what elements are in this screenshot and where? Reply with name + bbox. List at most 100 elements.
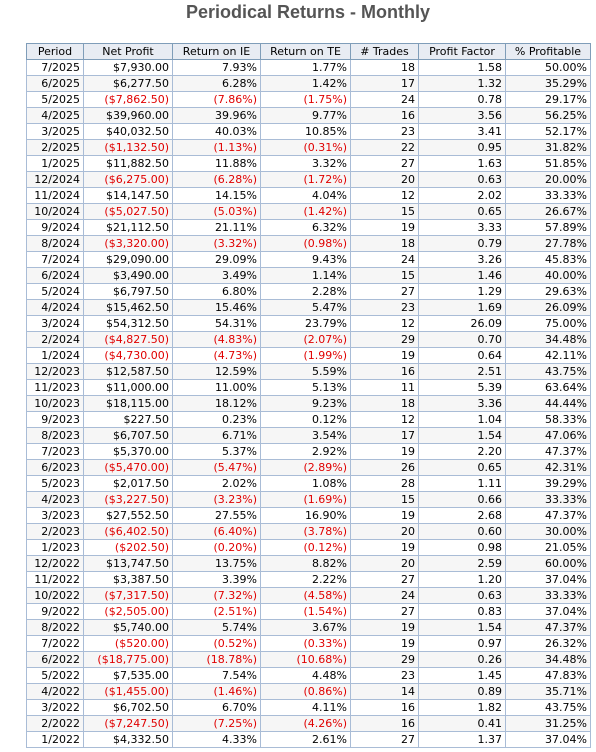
table-cell: 23.79%	[260, 315, 351, 332]
column-header: Profit Factor	[418, 43, 506, 60]
table-cell: (7.32%)	[172, 587, 261, 604]
table-row: 3/2024 $54,312.50 54.31% 23.79% 12 26.09 75.00…	[26, 315, 591, 332]
table-cell: 16	[350, 363, 419, 380]
column-header: # Trades	[350, 43, 419, 60]
table-cell: 12/2024	[26, 171, 84, 188]
table-cell: 57.89%	[505, 219, 591, 236]
table-cell: 3/2022	[26, 699, 84, 716]
table-cell: (10.68%)	[260, 651, 351, 668]
table-cell: (1.99%)	[260, 347, 351, 364]
table-cell: 20	[350, 171, 419, 188]
table-cell: (1.13%)	[172, 139, 261, 156]
table-cell: 5.47%	[260, 299, 351, 316]
table-cell: (2.51%)	[172, 603, 261, 620]
table-cell: 7.54%	[172, 667, 261, 684]
table-cell: 3.39%	[172, 571, 261, 588]
table-cell: 2/2022	[26, 715, 84, 732]
table-cell: 10.85%	[260, 123, 351, 140]
table-cell: 63.64%	[505, 379, 591, 396]
table-cell: 0.97	[418, 635, 506, 652]
table-cell: 1.42%	[260, 75, 351, 92]
table-cell: 4/2022	[26, 683, 84, 700]
table-cell: ($7,317.50)	[83, 587, 173, 604]
table-cell: 2.92%	[260, 443, 351, 460]
table-row: 12/2022 $13,747.50 13.75% 8.82% 20 2.59 60.00%	[26, 555, 591, 572]
header-row: Period Net Profit Return on IE Return on TE…	[26, 43, 591, 60]
table-cell: (4.58%)	[260, 587, 351, 604]
table-cell: (7.25%)	[172, 715, 261, 732]
table-cell: 4.11%	[260, 699, 351, 716]
table-cell: 12	[350, 187, 419, 204]
table-cell: 45.83%	[505, 251, 591, 268]
table-cell: 5/2023	[26, 475, 84, 492]
table-cell: 1.77%	[260, 59, 351, 76]
table-cell: (2.89%)	[260, 459, 351, 476]
table-row: 9/2023 $227.50 0.23% 0.12% 12 1.04 58.33%	[26, 411, 591, 428]
table-cell: (0.31%)	[260, 139, 351, 156]
table-cell: 19	[350, 443, 419, 460]
table-cell: 10/2022	[26, 587, 84, 604]
table-cell: 2.20	[418, 443, 506, 460]
table-cell: $6,707.50	[83, 427, 173, 444]
table-cell: 56.25%	[505, 107, 591, 124]
table-cell: (6.28%)	[172, 171, 261, 188]
table-cell: 6/2023	[26, 459, 84, 476]
table-cell: 40.00%	[505, 267, 591, 284]
table-cell: 4/2025	[26, 107, 84, 124]
table-cell: ($520.00)	[83, 635, 173, 652]
table-cell: (0.98%)	[260, 235, 351, 252]
table-cell: 2/2023	[26, 523, 84, 540]
table-row: 5/2025 ($7,862.50) (7.86%) (1.75%) 24 0.78 29.…	[26, 91, 591, 108]
table-row: 2/2022 ($7,247.50) (7.25%) (4.26%) 16 0.41 31.…	[26, 715, 591, 732]
table-cell: 9.23%	[260, 395, 351, 412]
table-row: 7/2025 $7,930.00 7.93% 1.77% 18 1.58 50.00%	[26, 59, 591, 76]
table-cell: 1.04	[418, 411, 506, 428]
table-cell: $12,587.50	[83, 363, 173, 380]
table-cell: ($5,470.00)	[83, 459, 173, 476]
table-cell: 4/2024	[26, 299, 84, 316]
table-cell: 4/2023	[26, 491, 84, 508]
table-cell: $5,370.00	[83, 443, 173, 460]
table-row: 10/2023 $18,115.00 18.12% 9.23% 18 3.36 44.44%	[26, 395, 591, 412]
table-cell: $54,312.50	[83, 315, 173, 332]
table-cell: 31.25%	[505, 715, 591, 732]
table-cell: 24	[350, 91, 419, 108]
table-cell: 23	[350, 299, 419, 316]
table-cell: $39,960.00	[83, 107, 173, 124]
table-cell: 15	[350, 267, 419, 284]
table-cell: 30.00%	[505, 523, 591, 540]
table-cell: 1/2022	[26, 731, 84, 748]
table-cell: 2/2024	[26, 331, 84, 348]
table-cell: ($202.50)	[83, 539, 173, 556]
table-cell: 35.29%	[505, 75, 591, 92]
table-cell: 1/2024	[26, 347, 84, 364]
table-cell: 0.65	[418, 203, 506, 220]
table-cell: 6/2022	[26, 651, 84, 668]
table-cell: ($7,247.50)	[83, 715, 173, 732]
table-cell: 54.31%	[172, 315, 261, 332]
table-cell: 39.29%	[505, 475, 591, 492]
table-cell: 9.77%	[260, 107, 351, 124]
table-cell: 5.74%	[172, 619, 261, 636]
table-cell: 1.63	[418, 155, 506, 172]
table-cell: (5.47%)	[172, 459, 261, 476]
table-cell: 1.82	[418, 699, 506, 716]
table-cell: 42.11%	[505, 347, 591, 364]
table-cell: $11,882.50	[83, 155, 173, 172]
table-cell: 35.71%	[505, 683, 591, 700]
table-cell: 33.33%	[505, 587, 591, 604]
table-cell: 19	[350, 619, 419, 636]
table-row: 1/2024 ($4,730.00) (4.73%) (1.99%) 19 0.64 42.…	[26, 347, 591, 364]
table-cell: 2/2025	[26, 139, 84, 156]
table-cell: 24	[350, 251, 419, 268]
table-cell: (1.46%)	[172, 683, 261, 700]
table-cell: 47.06%	[505, 427, 591, 444]
column-header: % Profitable	[505, 43, 591, 60]
table-row: 10/2024 ($5,027.50) (5.03%) (1.42%) 15 0.65 26…	[26, 203, 591, 220]
table-cell: 2.22%	[260, 571, 351, 588]
table-cell: $6,702.50	[83, 699, 173, 716]
table-cell: 18.12%	[172, 395, 261, 412]
table-cell: 47.37%	[505, 443, 591, 460]
table-cell: 31.82%	[505, 139, 591, 156]
